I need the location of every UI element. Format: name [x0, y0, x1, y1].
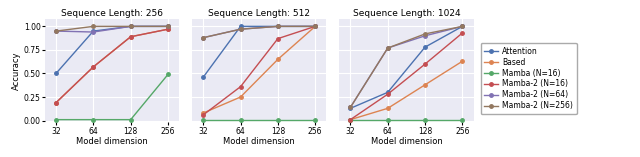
- Line: Based: Based: [349, 60, 464, 121]
- Based: [458, 60, 466, 62]
- Mamba-2 (N=64): [458, 25, 466, 27]
- Mamba-2 (N=256): [90, 25, 97, 27]
- Mamba-2 (N=256): [237, 28, 244, 30]
- Mamba (N=16): [90, 119, 97, 121]
- Mamba (N=16): [164, 73, 172, 75]
- Attention: [237, 25, 244, 27]
- Line: Mamba-2 (N=64): Mamba-2 (N=64): [202, 25, 317, 39]
- Based: [311, 25, 319, 27]
- Attention: [90, 30, 97, 32]
- Based: [347, 119, 355, 121]
- Mamba-2 (N=256): [200, 37, 207, 39]
- Mamba-2 (N=256): [274, 25, 282, 27]
- Mamba-2 (N=256): [52, 30, 60, 32]
- Mamba-2 (N=64): [347, 106, 355, 108]
- Legend: Attention, Based, Mamba (N=16), Mamba-2 (N=16), Mamba-2 (N=64), Mamba-2 (N=256): Attention, Based, Mamba (N=16), Mamba-2 …: [481, 43, 577, 114]
- Mamba (N=16): [200, 119, 207, 121]
- Mamba-2 (N=16): [421, 63, 429, 65]
- Line: Mamba-2 (N=16): Mamba-2 (N=16): [349, 31, 464, 121]
- Mamba-2 (N=64): [311, 25, 319, 27]
- Mamba-2 (N=64): [90, 31, 97, 33]
- Mamba (N=16): [127, 119, 134, 121]
- Mamba (N=16): [347, 119, 355, 121]
- Line: Mamba-2 (N=256): Mamba-2 (N=256): [349, 25, 464, 109]
- Line: Mamba-2 (N=256): Mamba-2 (N=256): [54, 25, 170, 33]
- Mamba-2 (N=64): [421, 35, 429, 37]
- Attention: [458, 25, 466, 27]
- Based: [164, 28, 172, 30]
- X-axis label: Model dimension: Model dimension: [371, 137, 442, 146]
- Mamba-2 (N=64): [237, 28, 244, 30]
- Mamba-2 (N=16): [458, 32, 466, 34]
- Based: [274, 58, 282, 60]
- Line: Mamba-2 (N=16): Mamba-2 (N=16): [202, 25, 317, 117]
- Line: Mamba-2 (N=64): Mamba-2 (N=64): [349, 25, 464, 109]
- Mamba-2 (N=16): [164, 28, 172, 30]
- Mamba (N=16): [274, 119, 282, 121]
- Attention: [52, 73, 60, 74]
- Line: Mamba-2 (N=256): Mamba-2 (N=256): [202, 25, 317, 39]
- Based: [384, 107, 392, 109]
- Line: Based: Based: [202, 25, 317, 115]
- Mamba-2 (N=64): [127, 25, 134, 27]
- Line: Attention: Attention: [349, 25, 464, 110]
- Title: Sequence Length: 1024: Sequence Length: 1024: [353, 9, 460, 18]
- Attention: [384, 91, 392, 93]
- Mamba-2 (N=16): [347, 119, 355, 121]
- Y-axis label: Accuracy: Accuracy: [12, 51, 21, 90]
- Mamba-2 (N=16): [127, 36, 134, 38]
- Mamba (N=16): [311, 119, 319, 121]
- Attention: [347, 107, 355, 109]
- Mamba-2 (N=16): [384, 93, 392, 95]
- X-axis label: Model dimension: Model dimension: [223, 137, 295, 146]
- Mamba-2 (N=256): [347, 106, 355, 108]
- Attention: [164, 25, 172, 27]
- Attention: [421, 46, 429, 48]
- Mamba-2 (N=16): [274, 38, 282, 40]
- Mamba-2 (N=256): [458, 25, 466, 27]
- Mamba-2 (N=64): [274, 25, 282, 27]
- Attention: [200, 76, 207, 78]
- Mamba-2 (N=16): [200, 114, 207, 116]
- Line: Mamba-2 (N=64): Mamba-2 (N=64): [54, 25, 170, 34]
- Line: Attention: Attention: [202, 25, 317, 79]
- Mamba-2 (N=16): [311, 25, 319, 27]
- Mamba-2 (N=16): [237, 86, 244, 88]
- Mamba-2 (N=256): [384, 47, 392, 49]
- Mamba (N=16): [421, 119, 429, 121]
- X-axis label: Model dimension: Model dimension: [76, 137, 148, 146]
- Based: [127, 36, 134, 38]
- Mamba-2 (N=256): [164, 25, 172, 27]
- Title: Sequence Length: 512: Sequence Length: 512: [208, 9, 310, 18]
- Line: Mamba (N=16): Mamba (N=16): [54, 73, 170, 121]
- Mamba (N=16): [458, 119, 466, 121]
- Mamba-2 (N=64): [164, 25, 172, 27]
- Line: Attention: Attention: [54, 25, 170, 75]
- Line: Mamba (N=16): Mamba (N=16): [202, 118, 317, 121]
- Based: [421, 84, 429, 86]
- Mamba (N=16): [237, 119, 244, 121]
- Attention: [127, 25, 134, 27]
- Based: [237, 96, 244, 98]
- Mamba-2 (N=16): [90, 66, 97, 68]
- Mamba (N=16): [384, 119, 392, 121]
- Attention: [274, 25, 282, 27]
- Mamba-2 (N=16): [52, 102, 60, 104]
- Mamba-2 (N=64): [384, 47, 392, 49]
- Mamba-2 (N=256): [421, 33, 429, 35]
- Line: Mamba (N=16): Mamba (N=16): [349, 118, 464, 121]
- Mamba-2 (N=64): [52, 30, 60, 32]
- Mamba-2 (N=256): [311, 25, 319, 27]
- Based: [200, 112, 207, 114]
- Attention: [311, 25, 319, 27]
- Mamba-2 (N=256): [127, 25, 134, 27]
- Mamba (N=16): [52, 119, 60, 121]
- Line: Mamba-2 (N=16): Mamba-2 (N=16): [54, 27, 170, 104]
- Mamba-2 (N=64): [200, 37, 207, 39]
- Title: Sequence Length: 256: Sequence Length: 256: [61, 9, 163, 18]
- Based: [90, 66, 97, 68]
- Line: Based: Based: [54, 27, 170, 104]
- Based: [52, 102, 60, 104]
